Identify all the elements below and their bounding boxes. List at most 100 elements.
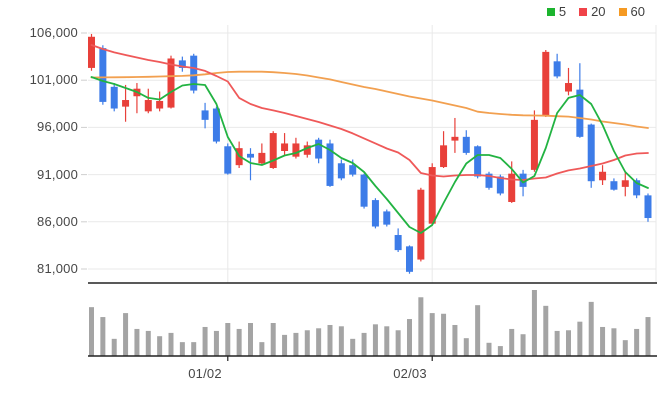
volume-bar [520, 334, 526, 356]
legend-label-ma20: 20 [591, 4, 606, 19]
y-axis-label: 81,000 [37, 261, 78, 276]
candle-body [440, 145, 448, 168]
candle-body [122, 100, 130, 107]
candle-body [428, 167, 436, 224]
candle-body [224, 146, 232, 174]
ma20-swatch-icon [579, 7, 588, 16]
y-axis-label: 101,000 [29, 72, 78, 87]
volume-bar [463, 338, 469, 356]
volume-bar [247, 323, 253, 356]
x-axis-label: 02/03 [393, 366, 427, 381]
volume-bar [304, 330, 310, 356]
candle-body [246, 153, 254, 158]
volume-bar [123, 313, 129, 356]
candle-body [474, 146, 482, 177]
legend-item-ma60: 60 [618, 4, 645, 19]
volume-bar [327, 324, 333, 356]
volume-bar [350, 338, 356, 356]
volume-bar [202, 326, 208, 356]
candle-body [326, 143, 334, 186]
volume-bar [293, 332, 299, 356]
chart-legend: 5 20 60 [546, 4, 645, 19]
volume-bar [395, 330, 401, 356]
volume-bar [89, 307, 94, 356]
candle-body [383, 211, 391, 225]
volume-bar [611, 328, 617, 356]
ma20-line [90, 44, 649, 181]
volume-bar [554, 330, 560, 356]
volume-bar [565, 330, 571, 356]
candle-body [485, 173, 493, 188]
candle-body [281, 143, 289, 151]
ma60-swatch-icon [618, 7, 627, 16]
volume-bar [111, 338, 117, 356]
ma5-line [90, 76, 649, 234]
candle-body [371, 200, 379, 227]
candle-body [508, 173, 516, 202]
candle-body [315, 139, 323, 159]
volume-bar [338, 326, 344, 356]
candle-body [167, 58, 175, 108]
candle-body [178, 60, 186, 68]
volume-bar [191, 342, 197, 356]
y-axis-label: 96,000 [37, 119, 78, 134]
volume-bar [509, 328, 515, 356]
volume-bar [225, 323, 231, 356]
y-axis-label: 86,000 [37, 214, 78, 229]
candle-body [587, 124, 595, 182]
volume-bar [270, 323, 276, 356]
volume-bar [236, 328, 242, 356]
volume-bar [361, 332, 367, 356]
volume-bar [441, 313, 447, 356]
candle-body [292, 143, 300, 157]
candle-body [644, 195, 652, 219]
candle-body [156, 100, 164, 109]
candle-body [269, 133, 277, 168]
candle-body [564, 83, 572, 92]
candle-body [110, 86, 118, 109]
candle-body [201, 110, 209, 120]
candle-body [530, 119, 538, 170]
volume-bar [179, 342, 185, 356]
candle-body [99, 48, 107, 102]
candle-body [417, 189, 425, 260]
volume-bar [475, 305, 481, 356]
legend-label-ma5: 5 [558, 4, 567, 19]
volume-bar [259, 342, 265, 356]
volume-bar [372, 324, 378, 356]
volume-bar [600, 326, 606, 356]
volume-bar [134, 328, 140, 356]
volume-bar [316, 328, 322, 356]
volume-bar [100, 317, 106, 356]
volume-bar [645, 317, 651, 356]
candle-body [553, 61, 561, 77]
volume-bar [418, 297, 424, 356]
volume-bar [406, 319, 412, 356]
candle-body [405, 246, 413, 272]
legend-item-ma20: 20 [579, 4, 606, 19]
candle-body [542, 51, 550, 116]
volume-bar [145, 330, 151, 356]
ma5-swatch-icon [546, 7, 555, 16]
candle-body [610, 181, 618, 190]
volume-bar [531, 290, 537, 356]
volume-bar [543, 305, 549, 356]
candle-body [212, 108, 220, 142]
candle-body [451, 136, 459, 141]
candle-body [621, 180, 629, 187]
candle-body [633, 180, 641, 196]
candle-body [303, 145, 311, 155]
volume-bar [168, 332, 174, 356]
legend-item-ma5: 5 [546, 4, 567, 19]
volume-bar [486, 342, 492, 356]
volume-bar [497, 346, 503, 356]
volume-bar [577, 321, 583, 356]
volume-bar [634, 328, 640, 356]
y-axis-label: 106,000 [29, 25, 78, 40]
volume-bar [622, 340, 628, 356]
volume-bar [157, 336, 163, 356]
candle-body [496, 176, 504, 194]
volume-bar [282, 334, 288, 356]
x-axis-label: 01/02 [188, 366, 222, 381]
